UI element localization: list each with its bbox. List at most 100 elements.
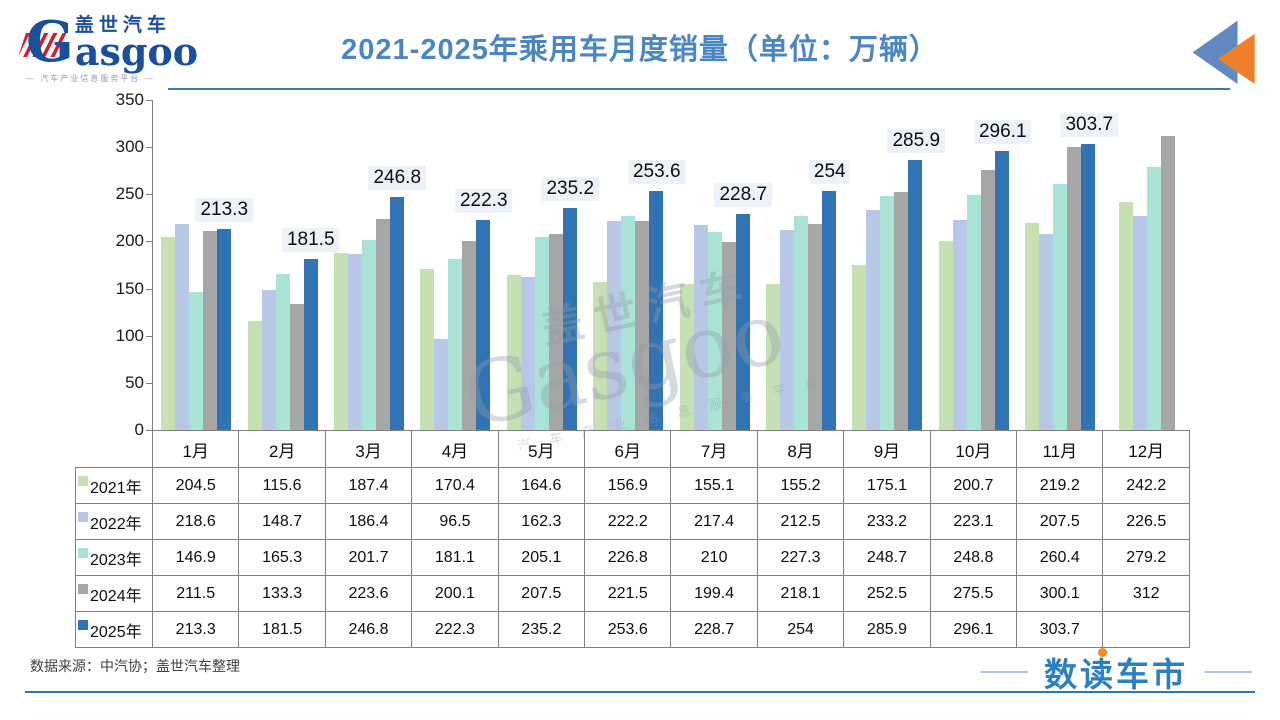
value-2021年-7月: 155.1 — [670, 467, 758, 504]
value-2024年-12月: 312 — [1102, 575, 1190, 612]
y-tick-label-0: 0 — [134, 420, 144, 439]
bar-2023年-5月 — [534, 236, 549, 430]
data-label-4月: 222.3 — [454, 189, 513, 214]
bar-2025年-1月 — [217, 228, 232, 430]
bar-2025年-4月 — [476, 220, 491, 430]
brand-dot-icon — [1098, 648, 1107, 657]
value-2024年-6月: 221.5 — [584, 575, 672, 612]
y-tick-mark-250 — [146, 194, 152, 196]
bar-group-5月 — [499, 100, 585, 430]
bar-2021年-6月 — [593, 282, 608, 430]
legend-cell-2024年: 2024年 — [75, 575, 153, 612]
logo-english-name: asgoo — [74, 29, 199, 74]
bar-2025年-10月 — [994, 150, 1009, 430]
logo-chinese-name: 盖世汽车 — [74, 15, 171, 36]
value-2025年-5月: 235.2 — [497, 611, 586, 648]
month-header-6月: 6月 — [584, 430, 672, 468]
header-divider — [168, 88, 1230, 90]
value-2025年-10月: 296.1 — [929, 611, 1018, 648]
bar-group-6月 — [585, 100, 671, 430]
bar-2021年-12月 — [1118, 201, 1133, 430]
legend-cell-2023年: 2023年 — [75, 539, 153, 576]
bar-2024年-3月 — [376, 219, 391, 430]
legend-cell-2025年: 2025年 — [75, 611, 153, 648]
value-2021年-6月: 156.9 — [584, 467, 672, 504]
y-tick-mark-300 — [146, 147, 152, 149]
month-header-5月: 5月 — [497, 430, 586, 468]
bar-group-9月 — [844, 100, 930, 430]
value-2024年-7月: 199.4 — [670, 575, 758, 612]
brand-dash-left — [980, 671, 1028, 673]
bar-2024年-2月 — [289, 304, 304, 430]
value-2025年-12月 — [1102, 611, 1190, 648]
bar-2023年-12月 — [1146, 166, 1161, 430]
value-2022年-9月: 233.2 — [843, 503, 931, 540]
value-2023年-8月: 227.3 — [756, 539, 845, 576]
value-2024年-1月: 211.5 — [151, 575, 240, 612]
value-2022年-1月: 218.6 — [151, 503, 240, 540]
value-2021年-12月: 242.2 — [1102, 467, 1190, 504]
y-tick-mark-150 — [146, 288, 152, 290]
month-header-7月: 7月 — [670, 430, 758, 468]
bar-2022年-6月 — [607, 220, 622, 430]
y-tick-mark-50 — [146, 382, 152, 384]
bar-2022年-5月 — [520, 276, 535, 430]
bar-2021年-5月 — [506, 274, 521, 430]
bar-2023年-3月 — [362, 239, 377, 430]
y-tick-label-250: 250 — [115, 184, 144, 204]
y-tick-label-350: 350 — [115, 90, 144, 109]
y-tick-label-200: 200 — [115, 231, 144, 251]
value-2024年-9月: 252.5 — [843, 575, 931, 612]
bar-2024年-6月 — [635, 221, 650, 430]
brand-name-text: 数读车市 — [1044, 656, 1188, 693]
value-2024年-2月: 133.3 — [238, 575, 326, 612]
y-tick-mark-200 — [146, 241, 152, 243]
gasgoo-logo: G 盖世汽车 asgoo — 汽车产业信息服务平台 — — [18, 10, 256, 84]
y-tick-label-300: 300 — [115, 137, 144, 157]
value-2021年-1月: 204.5 — [151, 467, 240, 504]
table-row-2021年: 2021年 204.5 115.6 187.4 170.4 164.6 156.9 155.1… — [75, 467, 1190, 504]
bar-2021年-4月 — [420, 269, 435, 430]
value-2022年-10月: 223.1 — [929, 503, 1018, 540]
value-2023年-12月: 279.2 — [1102, 539, 1190, 576]
y-tick-label-150: 150 — [115, 278, 144, 298]
logo-tagline: — 汽车产业信息服务平台 — — [26, 74, 155, 84]
bar-2022年-1月 — [175, 223, 190, 430]
month-header-11月: 11月 — [1016, 430, 1104, 468]
value-2023年-4月: 181.1 — [411, 539, 499, 576]
table-row-2025年: 2025年 213.3 181.5 246.8 222.3 235.2 253.6 228.7… — [75, 611, 1190, 648]
brand-name: 数读车市 — [1044, 648, 1188, 696]
value-2023年-5月: 205.1 — [497, 539, 586, 576]
value-2021年-10月: 200.7 — [929, 467, 1018, 504]
data-label-11月: 303.7 — [1060, 112, 1119, 137]
value-2023年-10月: 248.8 — [929, 539, 1018, 576]
bar-2024年-4月 — [462, 241, 477, 430]
legend-swatch-2025年 — [78, 619, 88, 630]
value-2024年-11月: 300.1 — [1016, 575, 1104, 612]
value-2025年-8月: 254 — [756, 611, 845, 648]
legend-swatch-2022年 — [78, 511, 88, 522]
bar-2022年-2月 — [261, 289, 276, 430]
month-header-12月: 12月 — [1102, 430, 1190, 468]
bar-2021年-11月 — [1025, 223, 1040, 430]
bar-2023年-11月 — [1053, 184, 1068, 430]
y-tick-mark-100 — [146, 335, 152, 337]
bar-2021年-8月 — [766, 283, 781, 430]
data-label-7月: 228.7 — [714, 183, 773, 208]
y-tick-mark-350 — [146, 100, 152, 101]
value-2024年-8月: 218.1 — [756, 575, 845, 612]
value-2025年-4月: 222.3 — [411, 611, 499, 648]
table-corner-cell — [76, 431, 153, 468]
bar-2022年-12月 — [1132, 216, 1147, 430]
value-2023年-2月: 165.3 — [238, 539, 326, 576]
table-month-row: 1月 2月 3月 4月 5月 6月 7月 8月 9月 10月 11月 12月 — [76, 430, 1190, 468]
value-2025年-3月: 246.8 — [324, 611, 413, 648]
bar-2021年-2月 — [247, 321, 262, 430]
bar-2023年-8月 — [794, 215, 809, 430]
bar-2022年-10月 — [952, 219, 967, 430]
table-row-2022年: 2022年 218.6 148.7 186.4 96.5 162.3 222.2 217.4 2… — [75, 503, 1190, 540]
table-row-2024年: 2024年 211.5 133.3 223.6 200.1 207.5 221.5 199.4… — [75, 575, 1190, 612]
value-2021年-4月: 170.4 — [411, 467, 499, 504]
legend-swatch-2021年 — [78, 475, 88, 486]
legend-swatch-2024年 — [78, 583, 88, 594]
